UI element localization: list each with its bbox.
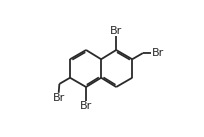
Text: Br: Br (110, 26, 122, 36)
Text: Br: Br (151, 48, 163, 58)
Text: Br: Br (80, 101, 92, 111)
Text: Br: Br (52, 93, 64, 103)
